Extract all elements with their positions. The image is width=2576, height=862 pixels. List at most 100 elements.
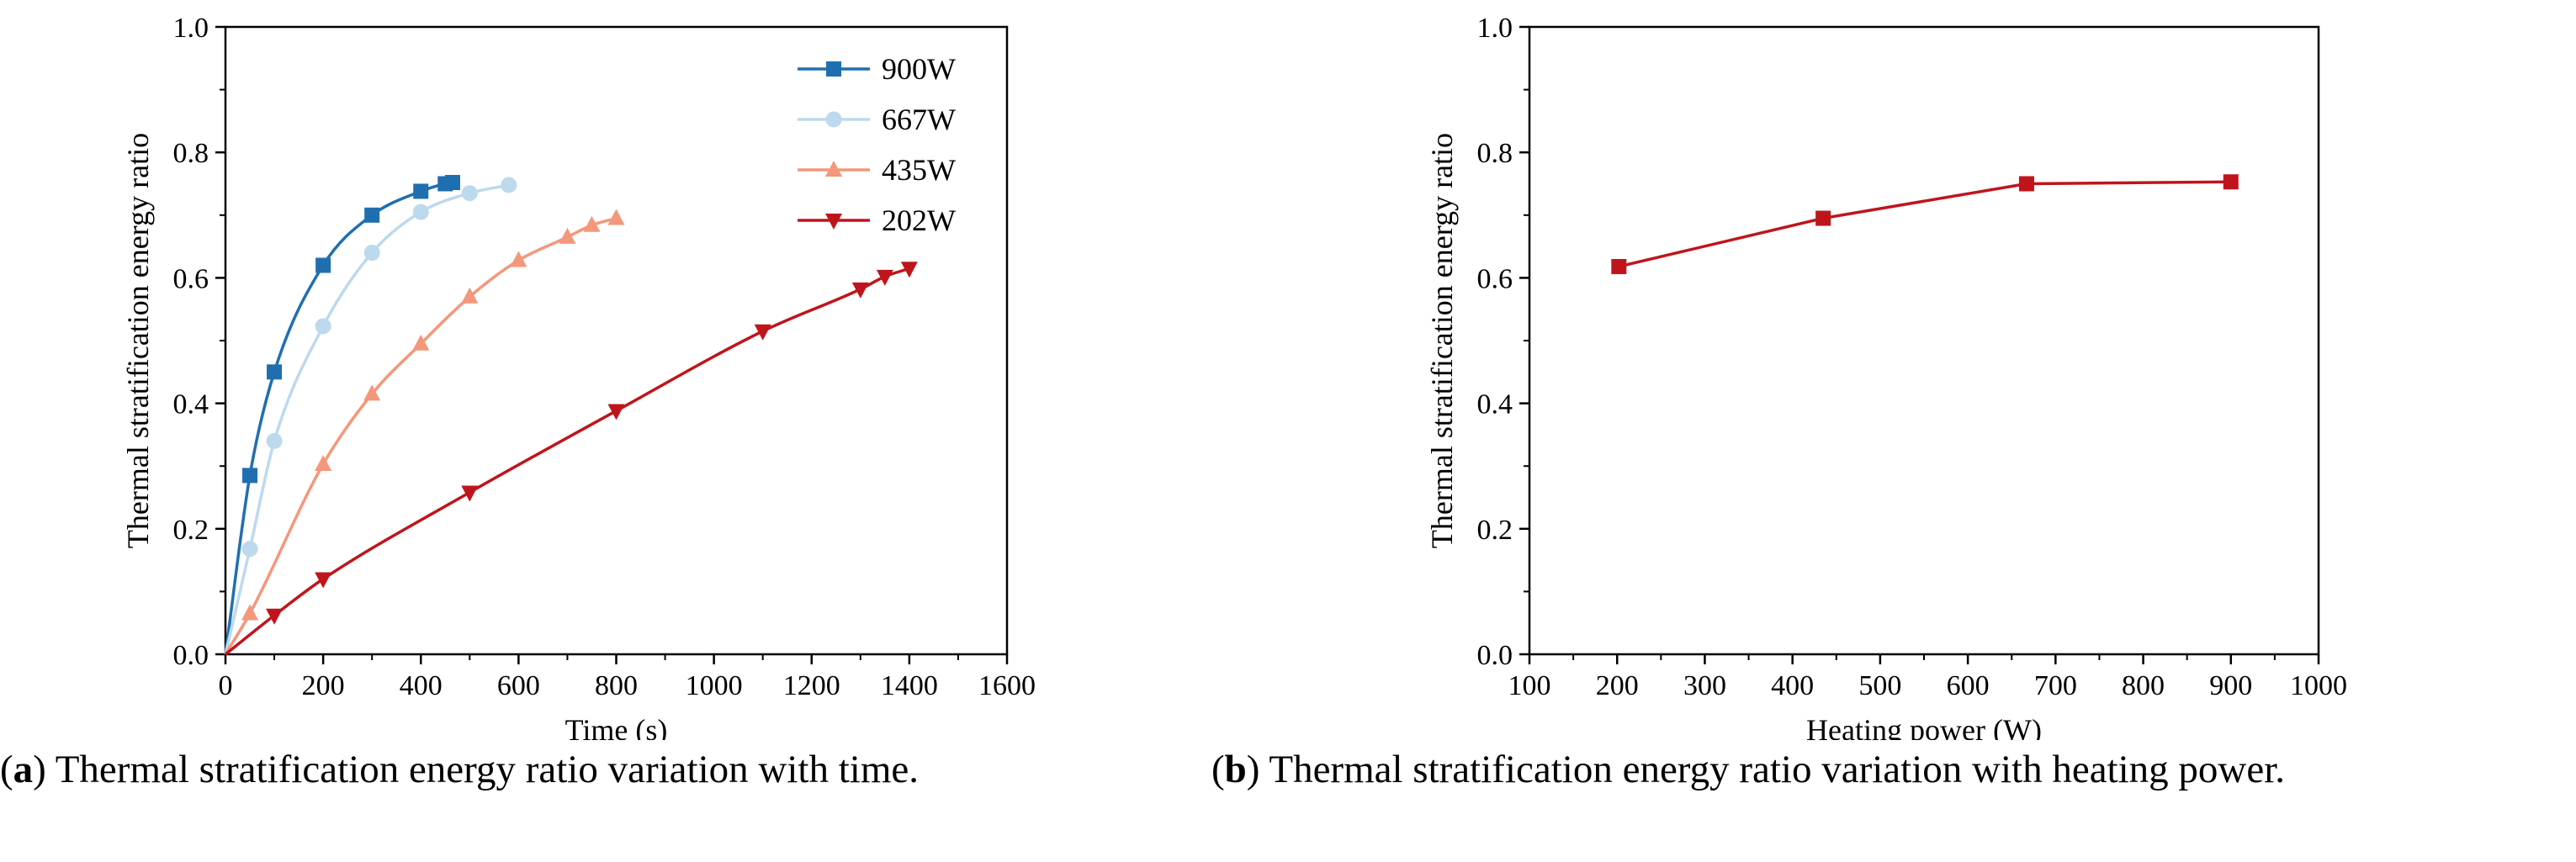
series-line-ratio — [1618, 180, 2231, 268]
x-tick-label: 1200 — [783, 670, 840, 701]
caption-b: (b) Thermal stratification energy ratio … — [1211, 748, 2286, 791]
plot-frame — [1528, 25, 2320, 656]
y-tick-label: 0.4 — [1477, 389, 1513, 420]
y-tick-label: 0.6 — [1477, 263, 1513, 294]
series-line-900W — [224, 181, 453, 655]
legend-marker — [825, 161, 842, 177]
data-point-900W — [364, 207, 380, 223]
data-point-900W — [315, 257, 331, 273]
x-tick-label: 500 — [1858, 670, 1901, 701]
y-tick-label: 1.0 — [1477, 13, 1513, 44]
series-667W — [224, 177, 517, 655]
caption-b-text: Thermal stratification energy ratio vari… — [1269, 748, 2286, 791]
y-tick-label: 0.0 — [173, 640, 209, 671]
series-ratio — [1611, 174, 2239, 274]
y-tick-label: 0.0 — [1477, 640, 1513, 671]
x-tick-label: 900 — [2209, 670, 2252, 701]
data-point-435W — [583, 215, 601, 232]
data-point-435W — [559, 227, 576, 244]
legend-marker — [825, 214, 842, 230]
data-point-667W — [266, 432, 283, 449]
chart-a-time: 0 200 400 600 800 1000 1200 1400 1600 0.0 0.2 0.4 0.… — [121, 13, 1036, 740]
x-tick-label: 200 — [302, 670, 345, 701]
x-tick-label: 100 — [1508, 670, 1551, 701]
caption-a-text: Thermal stratification energy ratio vari… — [55, 748, 919, 791]
series-line-435W — [224, 216, 617, 655]
caption-b-label: b — [1224, 748, 1247, 791]
caption-a: (a) Thermal stratification energy ratio … — [0, 748, 919, 791]
data-point-667W — [501, 177, 517, 193]
y-tick-label: 0.2 — [1477, 515, 1513, 546]
x-tick-label: 800 — [2122, 670, 2165, 701]
x-tick-label: 700 — [2034, 670, 2077, 701]
legend-label: 435W — [882, 153, 956, 187]
data-point-ratio — [2018, 176, 2034, 192]
x-axis-title: Time (s) — [565, 713, 668, 740]
data-point-ratio — [1815, 210, 1831, 226]
data-point-900W — [267, 364, 283, 380]
data-point-900W — [444, 175, 460, 191]
data-point-435W — [510, 251, 527, 267]
data-point-900W — [413, 183, 429, 199]
data-point-202W — [607, 404, 625, 420]
legend-label: 202W — [882, 204, 956, 237]
chart-b-heating-power: 100 200 300 400 500 600 700 800 900 1000 0.0 0.2 0.4… — [1425, 13, 2347, 740]
figure: 0 200 400 600 800 1000 1200 1400 1600 0.0 0.2 0.4 0.… — [121, 13, 2347, 740]
x-tick-label: 800 — [595, 670, 638, 701]
x-tick-label: 300 — [1683, 670, 1726, 701]
y-tick-label: 0.8 — [173, 138, 209, 169]
x-tick-label: 1000 — [2290, 670, 2347, 701]
y-axis-title: Thermal stratification energy ratio — [1425, 133, 1459, 548]
series-900W — [224, 175, 460, 655]
data-point-667W — [461, 185, 478, 202]
data-point-ratio — [2223, 174, 2239, 190]
legend-label: 667W — [882, 103, 956, 136]
x-tick-label: 1000 — [686, 670, 743, 701]
data-point-202W — [851, 282, 869, 299]
x-tick-label: 0 — [219, 670, 233, 701]
legend-marker — [825, 111, 842, 128]
legend-item-667W: 667W — [798, 103, 956, 136]
data-point-900W — [242, 468, 258, 484]
data-point-435W — [412, 334, 430, 351]
x-tick-label: 400 — [1771, 670, 1814, 701]
data-point-202W — [266, 608, 284, 625]
x-tick-label: 600 — [1947, 670, 1990, 701]
data-point-667W — [363, 245, 380, 262]
data-point-667W — [315, 318, 331, 335]
data-point-435W — [363, 384, 381, 401]
legend-item-900W: 900W — [798, 52, 956, 86]
legend-label: 900W — [882, 52, 956, 86]
y-tick-label: 0.2 — [173, 515, 209, 546]
data-point-667W — [241, 541, 258, 558]
legend-item-202W: 202W — [798, 204, 956, 237]
data-point-435W — [607, 209, 625, 225]
data-point-435W — [461, 287, 479, 304]
x-tick-label: 400 — [400, 670, 443, 701]
data-point-667W — [412, 204, 429, 220]
x-axis-title: Heating power (W) — [1806, 713, 2042, 740]
x-tick-label: 1400 — [881, 670, 938, 701]
legend-marker — [826, 61, 841, 77]
y-tick-label: 1.0 — [173, 13, 209, 44]
y-tick-label: 0.6 — [173, 263, 209, 294]
caption-a-label: a — [13, 748, 34, 791]
x-tick-label: 1600 — [978, 670, 1036, 701]
data-point-435W — [315, 454, 332, 471]
data-point-202W — [876, 269, 893, 286]
x-tick-label: 600 — [497, 670, 540, 701]
series-435W — [224, 209, 625, 655]
legend-item-435W: 435W — [798, 153, 956, 187]
x-tick-label: 200 — [1596, 670, 1639, 701]
series-202W — [224, 262, 918, 656]
data-point-202W — [754, 324, 771, 341]
data-point-435W — [241, 604, 259, 621]
y-tick-label: 0.8 — [1477, 138, 1513, 169]
data-point-202W — [461, 485, 479, 502]
data-point-202W — [315, 572, 332, 589]
y-axis-title: Thermal stratification energy ratio — [121, 133, 155, 548]
y-tick-label: 0.4 — [173, 389, 209, 420]
data-point-202W — [900, 262, 918, 278]
legend: 900W 667W 435W 202W — [798, 52, 956, 237]
data-point-ratio — [1611, 258, 1627, 274]
